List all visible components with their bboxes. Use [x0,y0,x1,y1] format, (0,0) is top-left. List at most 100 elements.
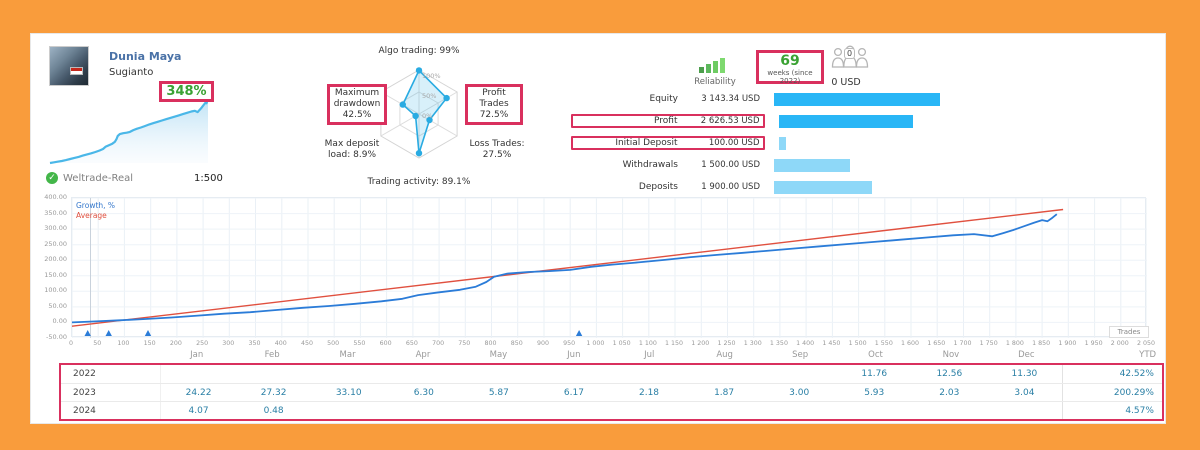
radar-label-maximum-drawdown: Maximum drawdown 42.5% [327,84,387,125]
avatar[interactable] [49,46,89,86]
x-axis-tick: 250 [196,340,209,347]
stat-bar [778,136,786,150]
stat-label: Initial Deposit [615,138,678,148]
x-axis-tick: 1 450 [822,340,841,347]
radar-label-max-deposit-load: Max deposit load: 8.9% [324,139,380,160]
subscribers-count-badge: 0 [844,48,855,59]
stat-bar [774,158,851,172]
stat-bar [778,114,913,128]
month-value-cell: 3.04 [1014,387,1035,398]
radar-vertex-dot [412,112,419,120]
weeks-since-box: 69 weeks (since 2022) [756,50,824,85]
weeks-value: 69 [780,53,800,69]
month-value-cell: 24.22 [185,387,212,398]
growth-sparkline [46,89,216,167]
month-value-cell: 5.87 [488,387,509,398]
sparkline-area [50,99,208,163]
x-axis-tick: 1 750 [979,340,998,347]
x-axis-tick: 1 300 [743,340,762,347]
profile-name-link[interactable]: Dunia Maya [109,50,182,63]
x-axis-tick: 1 050 [612,340,631,347]
growth-badge: 348% [159,81,214,102]
month-value-cell: 6.17 [563,387,584,398]
month-header-cell: Sep [792,349,809,360]
month-value-cell: 11.76 [861,369,888,379]
x-axis-tick: 850 [510,340,523,347]
account-stats-list: Equity 3 143.34 USD Profit 2 626.53 USD Init… [570,88,956,198]
x-axis-tick: 450 [300,340,313,347]
x-axis-tick: 900 [536,340,549,347]
y-axis-tick: 100.00 [44,286,67,295]
average-line [71,208,1064,327]
month-header-cell: Apr [415,349,431,360]
year-cell: 2023 [61,384,161,401]
stat-value: 2 626.53 USD [700,116,760,126]
deposit-marker-icon [84,330,91,336]
month-value-cell: 27.32 [260,387,287,398]
weeks-caption: weeks (since 2022) [767,69,813,85]
reliability-label: Reliability [694,77,736,87]
radar-spoke [380,113,420,137]
table-corner-cell [59,347,159,362]
deposit-marker-icon [575,330,583,336]
table-row: 2023 24.22 27.32 33.10 6.30 5.87 6.17 2.18 1.87 3… [61,383,1162,401]
x-axis-tick: 200 [169,340,182,347]
month-header-cell: Jul [644,349,655,360]
leverage-label: 1:500 [194,173,223,184]
radar-vertex-dot [415,67,423,74]
stat-row: Withdrawals 1 500.00 USD [576,154,956,176]
radar-spoke [418,91,458,115]
deposit-marker-icon [144,330,152,336]
radar-vertex-dot [399,101,406,108]
month-header-cell: Dec [1018,349,1035,360]
month-header-cell: Feb [264,349,280,360]
y-axis-tick: 200.00 [44,255,67,264]
x-axis-tick: 1 800 [1005,340,1024,347]
x-axis-title: Trades [1109,326,1149,338]
y-axis-tick: 350.00 [44,208,67,217]
radar-label-algo-trading: Algo trading: 99% [378,46,460,56]
y-axis-tick: 150.00 [44,270,67,279]
stat-label: Equity [649,94,678,104]
x-axis-tick: 800 [484,340,497,347]
month-header-cell: May [489,349,508,360]
table-row: 2022 11.76 12.56 11.30 42.52% [61,365,1162,383]
x-axis-tick: 600 [379,340,392,347]
stat-value: 1 500.00 USD [701,160,760,170]
x-axis-tick: 50 [93,340,102,347]
y-axis-tick: 300.00 [44,224,67,233]
radar-label-loss-trades: Loss Trades: 27.5% [469,139,525,160]
reliability-bars-icon [699,56,727,73]
monthly-table-header: Jan Feb Mar Apr May Jun Jul Aug Sep Oct Nov Dec YTD [59,347,1164,362]
month-header-cell: Nov [942,349,960,360]
radar-spoke [380,91,420,115]
month-value-cell: 2.18 [638,387,660,398]
ytd-value-cell: 42.52% [1061,365,1162,383]
month-header-cell: Jan [190,349,204,360]
month-header-cell: Jun [567,349,581,360]
trading-signal-card: Dunia Maya Sugianto 348% ✓ Weltrade-Real… [30,33,1166,424]
month-value-cell: 4.07 [188,405,209,416]
x-axis-tick: 1 650 [927,340,946,347]
y-axis-tick: 250.00 [44,239,67,248]
radar-label-profit-trades: Profit Trades 72.5% [465,84,523,125]
radar-chart: 100% 50% 0% [380,67,458,159]
month-value-cell: 33.10 [335,387,362,398]
growth-chart-plot[interactable] [71,197,1148,339]
sparkline-line [49,98,210,165]
stat-label: Profit [654,116,678,126]
stat-label: Deposits [638,182,678,192]
stat-group: Equity 3 143.34 USD [576,94,760,104]
radar-scale-label: 0% [422,112,432,120]
month-value-cell: 6.30 [413,387,434,398]
radar-vertex-dot [415,150,423,157]
month-value-cell: 1.87 [714,387,735,398]
x-axis-tick: 1 550 [874,340,893,347]
x-axis-tick: 700 [432,340,445,347]
x-axis-tick: 1 500 [848,340,867,347]
stat-group: Deposits 1 900.00 USD [576,182,760,192]
subscribers-funds-label: 0 USD [831,77,861,88]
year-cell: 2022 [61,365,161,383]
x-axis-tick: 150 [143,340,156,347]
